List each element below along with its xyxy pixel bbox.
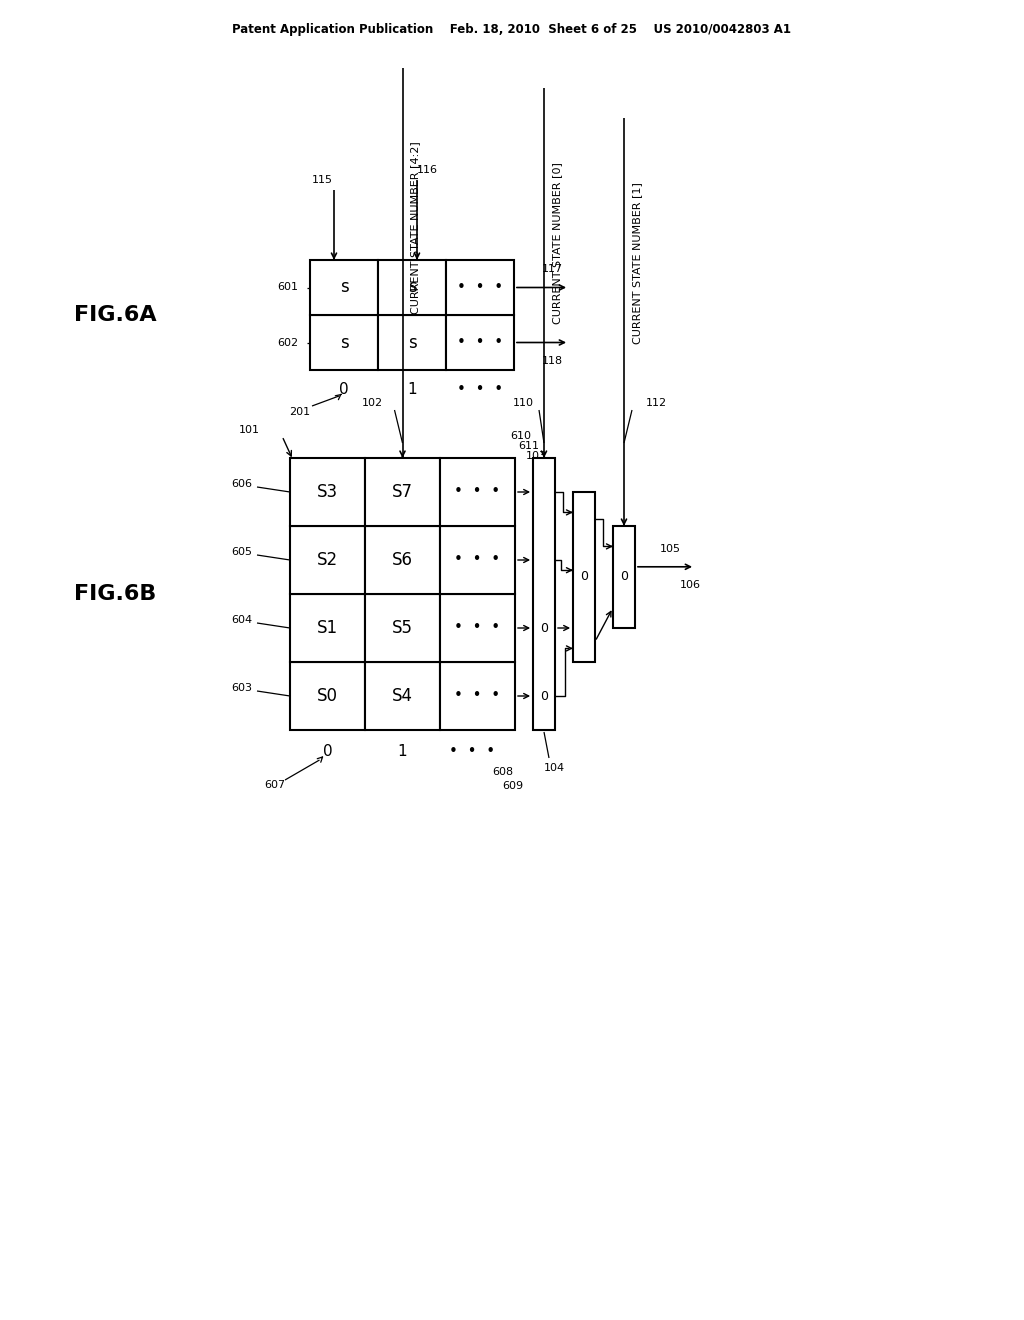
Text: 605: 605 bbox=[231, 546, 252, 557]
Text: S4: S4 bbox=[392, 686, 413, 705]
Text: S2: S2 bbox=[317, 550, 338, 569]
Bar bbox=[365, 525, 440, 594]
Bar bbox=[573, 492, 595, 663]
Bar bbox=[290, 458, 365, 525]
Text: 0: 0 bbox=[540, 689, 548, 702]
Bar bbox=[310, 260, 378, 315]
Text: s: s bbox=[408, 279, 417, 297]
Text: S7: S7 bbox=[392, 483, 413, 502]
Text: CURRENT STATE NUMBER [0]: CURRENT STATE NUMBER [0] bbox=[552, 162, 562, 323]
Text: FIG.6B: FIG.6B bbox=[74, 583, 157, 605]
Text: •  •  •: • • • bbox=[455, 689, 501, 704]
Text: •  •  •: • • • bbox=[455, 553, 501, 568]
Bar bbox=[613, 525, 635, 628]
Text: 1: 1 bbox=[397, 744, 408, 759]
Text: 201: 201 bbox=[290, 407, 310, 417]
Text: 603: 603 bbox=[231, 682, 252, 693]
Text: 0: 0 bbox=[620, 570, 628, 583]
Bar bbox=[365, 594, 440, 663]
Text: 607: 607 bbox=[264, 780, 286, 789]
Text: S1: S1 bbox=[317, 619, 338, 638]
Text: S3: S3 bbox=[317, 483, 338, 502]
Text: CURRENT STATE NUMBER [4:2]: CURRENT STATE NUMBER [4:2] bbox=[411, 141, 421, 314]
Text: FIG.6A: FIG.6A bbox=[74, 305, 157, 325]
Bar bbox=[446, 260, 514, 315]
Text: 0: 0 bbox=[580, 570, 588, 583]
Text: 115: 115 bbox=[311, 176, 333, 185]
Text: 110: 110 bbox=[513, 399, 534, 408]
Text: S0: S0 bbox=[317, 686, 338, 705]
Text: 1: 1 bbox=[408, 383, 417, 397]
Text: s: s bbox=[408, 334, 417, 351]
Bar bbox=[378, 315, 446, 370]
Bar bbox=[534, 458, 555, 730]
Text: 116: 116 bbox=[417, 165, 437, 176]
Text: •  •  •: • • • bbox=[455, 620, 501, 635]
Text: 610: 610 bbox=[510, 432, 531, 441]
Text: 112: 112 bbox=[646, 399, 667, 408]
Text: 606: 606 bbox=[231, 479, 252, 488]
Text: •  •  •: • • • bbox=[457, 383, 503, 397]
Text: •  •  •: • • • bbox=[455, 484, 501, 499]
Bar bbox=[446, 315, 514, 370]
Bar bbox=[290, 525, 365, 594]
Text: 118: 118 bbox=[542, 355, 562, 366]
Text: 608: 608 bbox=[493, 767, 514, 777]
Text: 609: 609 bbox=[503, 781, 523, 791]
Text: 102: 102 bbox=[361, 399, 383, 408]
Bar bbox=[440, 458, 515, 525]
Bar bbox=[440, 525, 515, 594]
Text: 103: 103 bbox=[526, 451, 547, 461]
Text: 611: 611 bbox=[518, 441, 539, 451]
Bar bbox=[310, 315, 378, 370]
Text: •  •  •: • • • bbox=[457, 280, 503, 294]
Bar bbox=[440, 594, 515, 663]
Text: 101: 101 bbox=[239, 425, 260, 436]
Bar bbox=[440, 663, 515, 730]
Text: s: s bbox=[340, 334, 348, 351]
Text: 0: 0 bbox=[339, 383, 349, 397]
Text: S5: S5 bbox=[392, 619, 413, 638]
Text: Patent Application Publication    Feb. 18, 2010  Sheet 6 of 25    US 2010/004280: Patent Application Publication Feb. 18, … bbox=[232, 24, 792, 37]
Text: 601: 601 bbox=[278, 282, 298, 293]
Text: S6: S6 bbox=[392, 550, 413, 569]
Bar bbox=[378, 260, 446, 315]
Bar bbox=[290, 594, 365, 663]
Text: 117: 117 bbox=[542, 264, 562, 275]
Text: •  •  •: • • • bbox=[457, 335, 503, 350]
Text: 0: 0 bbox=[540, 622, 548, 635]
Text: 105: 105 bbox=[659, 544, 681, 554]
Text: 0: 0 bbox=[323, 744, 333, 759]
Bar bbox=[290, 663, 365, 730]
Text: 604: 604 bbox=[230, 615, 252, 624]
Text: 602: 602 bbox=[276, 338, 298, 347]
Bar bbox=[365, 663, 440, 730]
Text: 106: 106 bbox=[680, 579, 700, 590]
Text: 104: 104 bbox=[544, 763, 564, 774]
Bar bbox=[365, 458, 440, 525]
Text: •  •  •: • • • bbox=[450, 744, 496, 759]
Text: s: s bbox=[340, 279, 348, 297]
Text: CURRENT STATE NUMBER [1]: CURRENT STATE NUMBER [1] bbox=[632, 182, 642, 345]
